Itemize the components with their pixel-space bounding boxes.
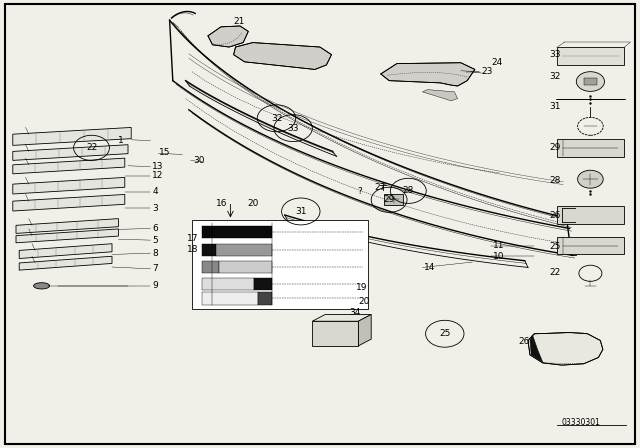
Polygon shape xyxy=(13,177,125,194)
Polygon shape xyxy=(358,314,371,346)
Bar xyxy=(255,278,272,290)
Text: 25: 25 xyxy=(439,329,451,338)
FancyBboxPatch shape xyxy=(384,194,403,205)
Polygon shape xyxy=(16,219,118,233)
Text: 32: 32 xyxy=(271,114,282,123)
Polygon shape xyxy=(16,229,118,243)
Bar xyxy=(258,292,272,305)
Polygon shape xyxy=(13,158,125,174)
Text: 11: 11 xyxy=(493,241,504,250)
Polygon shape xyxy=(422,90,458,101)
Text: 29: 29 xyxy=(383,195,395,204)
Text: 32: 32 xyxy=(549,72,561,81)
Circle shape xyxy=(579,265,602,281)
Bar xyxy=(584,78,596,85)
Text: 16: 16 xyxy=(216,199,228,208)
Text: 20: 20 xyxy=(358,297,370,306)
Text: 25: 25 xyxy=(549,242,561,251)
Text: 23: 23 xyxy=(481,67,493,76)
Text: 6: 6 xyxy=(152,224,158,233)
Text: 10: 10 xyxy=(493,252,504,261)
Bar xyxy=(202,244,216,256)
Polygon shape xyxy=(530,335,543,362)
Polygon shape xyxy=(381,63,475,86)
Polygon shape xyxy=(13,194,125,211)
Text: 15: 15 xyxy=(159,148,170,157)
Circle shape xyxy=(577,170,603,188)
Circle shape xyxy=(576,72,605,91)
Text: 31: 31 xyxy=(549,102,561,111)
Text: 3: 3 xyxy=(152,204,158,213)
Text: 27: 27 xyxy=(374,183,386,192)
Text: 26: 26 xyxy=(549,211,561,220)
Polygon shape xyxy=(19,244,112,258)
Bar xyxy=(202,226,212,238)
Polygon shape xyxy=(312,321,358,346)
Text: 19: 19 xyxy=(356,283,367,292)
Bar xyxy=(192,220,368,309)
Bar xyxy=(216,244,272,256)
Text: 22: 22 xyxy=(549,268,561,277)
Text: 31: 31 xyxy=(295,207,307,216)
Text: 20: 20 xyxy=(247,199,259,208)
Text: 5: 5 xyxy=(152,236,158,245)
Polygon shape xyxy=(13,145,128,160)
FancyBboxPatch shape xyxy=(5,4,635,444)
Text: 8: 8 xyxy=(152,249,158,258)
Text: 13: 13 xyxy=(152,162,164,171)
Text: 1: 1 xyxy=(118,136,124,145)
Bar xyxy=(202,278,255,290)
Bar xyxy=(557,237,624,254)
Text: 24: 24 xyxy=(492,58,503,67)
Text: 4: 4 xyxy=(152,187,158,196)
Polygon shape xyxy=(528,332,603,365)
Bar xyxy=(219,261,272,273)
Text: 22: 22 xyxy=(86,143,97,152)
Bar xyxy=(212,226,272,238)
Text: 17: 17 xyxy=(187,234,198,243)
Text: 21: 21 xyxy=(234,17,245,26)
Bar xyxy=(202,261,219,273)
Polygon shape xyxy=(312,314,371,321)
Polygon shape xyxy=(234,43,332,69)
Polygon shape xyxy=(208,26,248,47)
Circle shape xyxy=(577,117,603,135)
Bar xyxy=(557,47,624,65)
Text: 9: 9 xyxy=(152,281,158,290)
Text: 7: 7 xyxy=(152,264,158,273)
Bar xyxy=(557,206,624,224)
Text: 33: 33 xyxy=(549,50,561,59)
Text: 26: 26 xyxy=(518,337,530,346)
Text: 30: 30 xyxy=(193,156,205,165)
Text: 29: 29 xyxy=(549,143,561,152)
Bar xyxy=(557,139,624,157)
Text: 18: 18 xyxy=(187,245,198,254)
Text: 33: 33 xyxy=(287,124,299,133)
Polygon shape xyxy=(13,128,131,145)
Bar xyxy=(202,292,258,305)
Text: 14: 14 xyxy=(424,263,435,272)
Ellipse shape xyxy=(34,283,50,289)
Text: 12: 12 xyxy=(152,171,164,180)
Text: ?: ? xyxy=(357,187,362,196)
Text: 28: 28 xyxy=(549,176,561,185)
Text: 34: 34 xyxy=(349,308,360,317)
Text: 03330301: 03330301 xyxy=(562,418,600,426)
Polygon shape xyxy=(19,256,112,270)
Circle shape xyxy=(426,320,464,347)
Text: 28: 28 xyxy=(403,186,414,195)
